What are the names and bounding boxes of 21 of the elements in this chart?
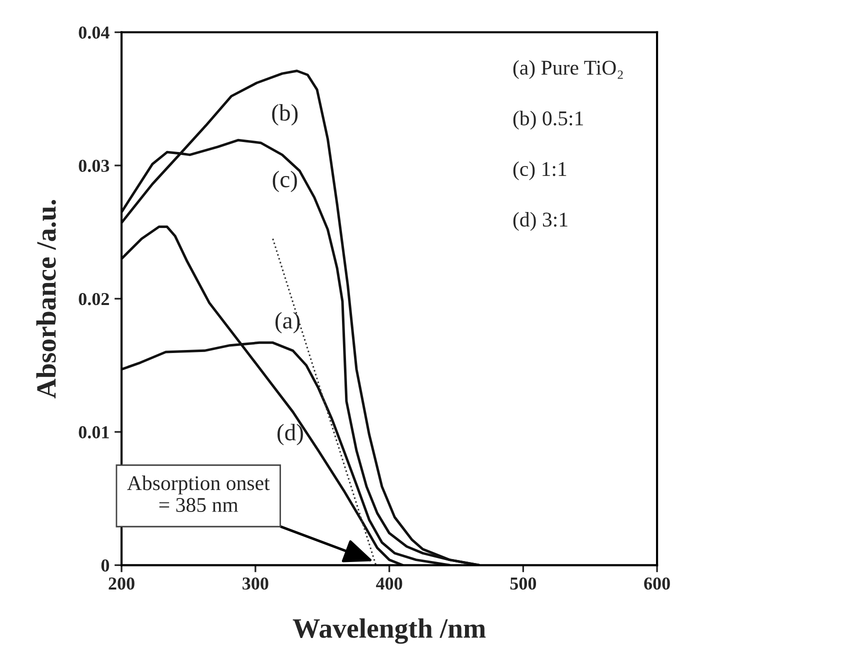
annotation: (a): [275, 312, 300, 334]
y-tick-label: 0.04: [78, 26, 110, 39]
annotation: (d) 3:1: [513, 212, 568, 231]
y-tick-label: 0: [101, 559, 110, 572]
annotation: (a) Pure TiO₂: [513, 60, 623, 80]
annotation: (b) 0.5:1: [513, 110, 583, 130]
annotation: Absorption onset = 385 nm: [127, 476, 270, 512]
x-tick-label: 200: [108, 577, 134, 590]
annotation: (b): [272, 104, 298, 126]
y-tick-label: 0.02: [78, 292, 109, 306]
annotation: (d): [278, 424, 303, 446]
x-tick-label: 500: [510, 577, 536, 590]
x-axis-title: Wavelength /nm: [292, 618, 486, 644]
x-tick-label: 600: [644, 577, 670, 590]
y-tick-label: 0.01: [78, 426, 109, 438]
y-tick-label: 0.03: [78, 160, 110, 172]
annotation: (c) 1:1: [513, 161, 566, 180]
annotation: (c): [272, 170, 297, 192]
x-tick-label: 400: [376, 577, 402, 590]
x-tick-label: 300: [242, 577, 268, 590]
y-axis-title: Absorbance /a.u.: [36, 200, 56, 398]
